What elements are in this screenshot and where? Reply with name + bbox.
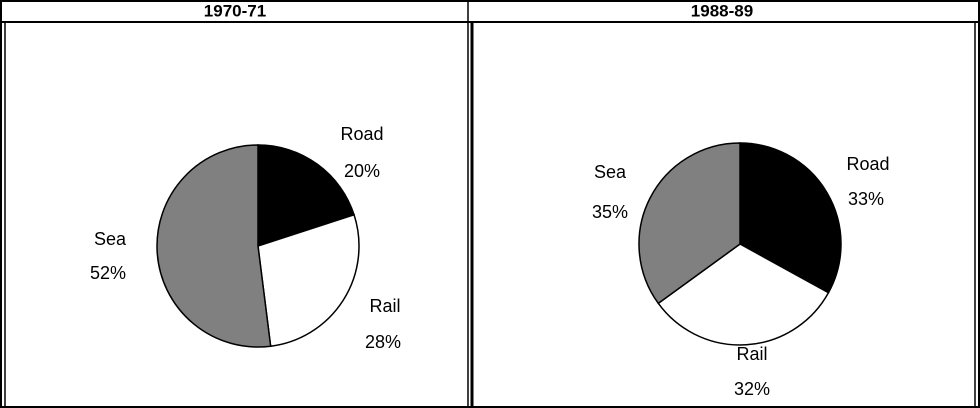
pie-slice <box>257 213 360 348</box>
slice-value: 28% <box>365 332 401 352</box>
slice-value: 35% <box>592 202 628 222</box>
pie-slice <box>638 142 741 305</box>
slice-label: Sea <box>94 229 127 249</box>
slice-label: Rail <box>736 344 767 364</box>
chart-title: 1970-71 <box>204 1 266 20</box>
slice-label: Sea <box>594 162 627 182</box>
pie-slice <box>657 243 830 346</box>
pie-slice <box>257 144 356 248</box>
slice-label: Road <box>846 154 889 174</box>
chart-title: 1988-89 <box>691 1 753 20</box>
slice-value: 20% <box>344 161 380 181</box>
slice-value: 32% <box>734 379 770 399</box>
slice-label: Rail <box>369 296 400 316</box>
pie-slice <box>739 142 842 294</box>
pie-slice <box>156 144 272 348</box>
slice-value: 33% <box>848 189 884 209</box>
slice-value: 52% <box>90 263 126 283</box>
slice-label: Road <box>340 124 383 144</box>
